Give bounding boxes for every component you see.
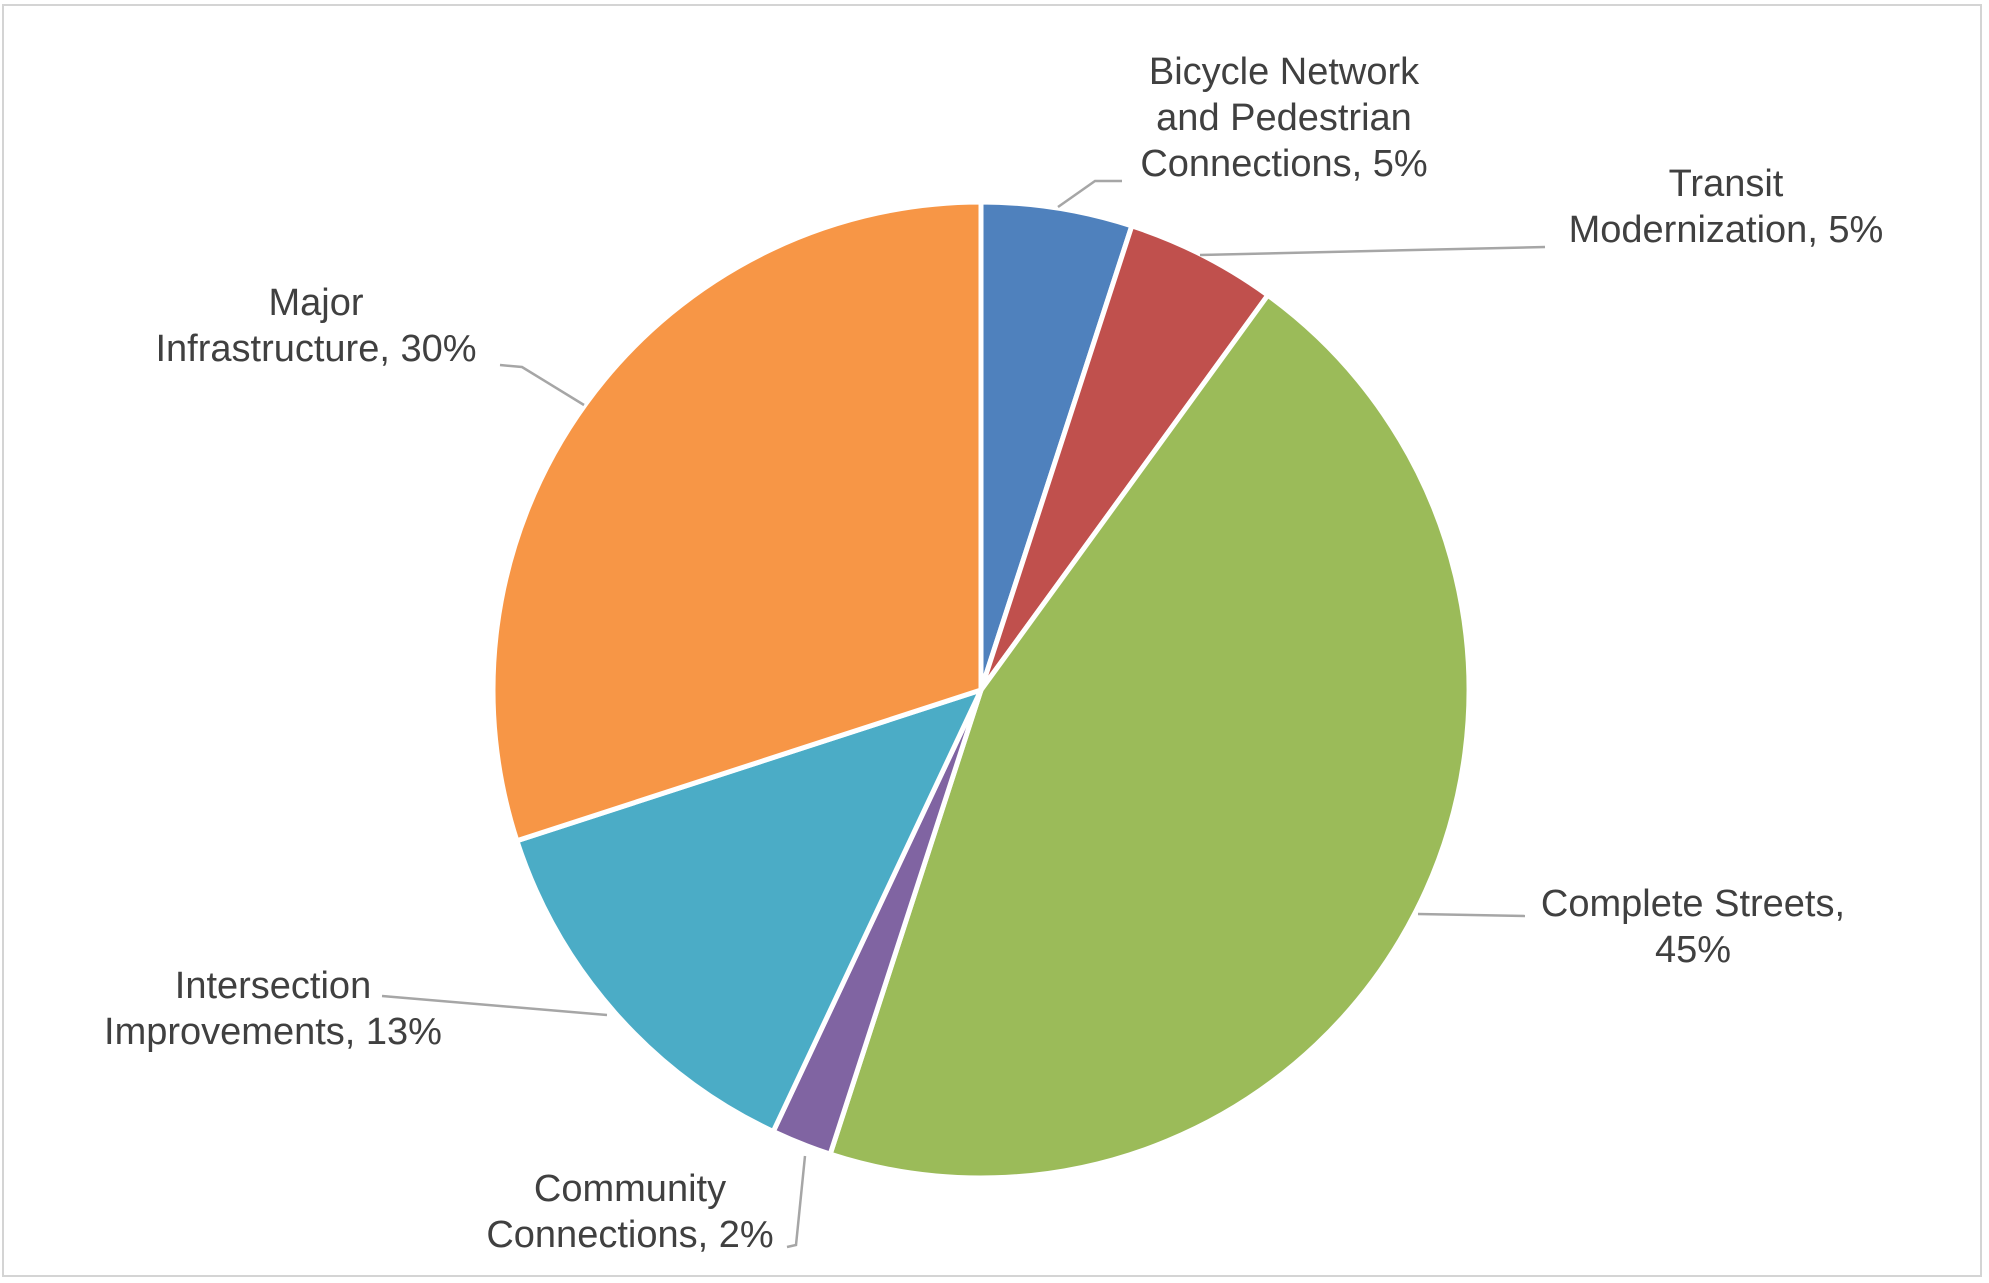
- data-label-line: Improvements, 13%: [104, 1011, 442, 1053]
- data-label-line: Bicycle Network: [1149, 51, 1420, 93]
- pie-slice-major-infrastructure: [490, 199, 984, 844]
- pie-slice-intersection-improvements: [514, 687, 984, 1135]
- data-label-transit-modernization: Transit Modernization, 5%: [1569, 163, 1884, 251]
- data-label-bicycle-network-and-pedestrian-connections: Bicycle Network and Pedestrian Connections…: [1140, 51, 1427, 185]
- data-label-line: Connections, 5%: [1140, 143, 1427, 185]
- leader-lines: [381, 179, 1546, 1249]
- pie-slice-complete-streets: [827, 292, 1472, 1181]
- data-label-line: Infrastructure, 30%: [155, 328, 476, 370]
- data-labels: Bicycle Network and Pedestrian Connections…: [104, 51, 1883, 1256]
- data-label-line: Complete Streets,: [1541, 883, 1845, 925]
- data-label-line: 45%: [1655, 929, 1731, 971]
- data-label-line: Intersection: [175, 965, 371, 1007]
- data-label-complete-streets: Complete Streets, 45%: [1541, 883, 1845, 971]
- data-label-line: Major: [268, 282, 363, 324]
- pie-slices: [490, 199, 1472, 1181]
- data-label-line: Transit: [1669, 163, 1784, 205]
- data-label-line: Community: [534, 1168, 726, 1210]
- data-label-line: and Pedestrian: [1156, 97, 1412, 139]
- leader-line-bicycle-network-and-pedestrian-connections: [1057, 179, 1122, 209]
- leader-line-community-connections: [786, 1155, 807, 1249]
- leader-line-complete-streets: [1417, 912, 1526, 918]
- data-label-line: Modernization, 5%: [1569, 209, 1884, 251]
- leader-line-major-infrastructure: [499, 363, 585, 407]
- leader-line-transit-modernization: [1199, 245, 1546, 257]
- leader-line-intersection-improvements: [381, 994, 608, 1017]
- data-label-line: Connections, 2%: [486, 1214, 773, 1256]
- data-label-major-infrastructure: Major Infrastructure, 30%: [155, 282, 476, 370]
- data-label-community-connections: Community Connections, 2%: [486, 1168, 773, 1256]
- data-label-intersection-improvements: Intersection Improvements, 13%: [104, 965, 442, 1053]
